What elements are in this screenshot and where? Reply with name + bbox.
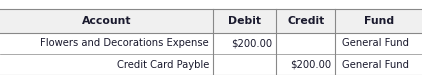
Text: Account: Account — [82, 16, 131, 26]
Text: $200.00: $200.00 — [231, 38, 272, 49]
Text: Flowers and Decorations Expense: Flowers and Decorations Expense — [40, 38, 209, 49]
Text: Credit: Credit — [287, 16, 325, 26]
Text: General Fund: General Fund — [342, 38, 409, 49]
Text: $200.00: $200.00 — [290, 59, 331, 70]
Text: Debit: Debit — [228, 16, 261, 26]
Text: Fund: Fund — [364, 16, 394, 26]
Bar — [0, 9, 422, 33]
Text: Credit Card Payble: Credit Card Payble — [116, 59, 209, 70]
Text: General Fund: General Fund — [342, 59, 409, 70]
